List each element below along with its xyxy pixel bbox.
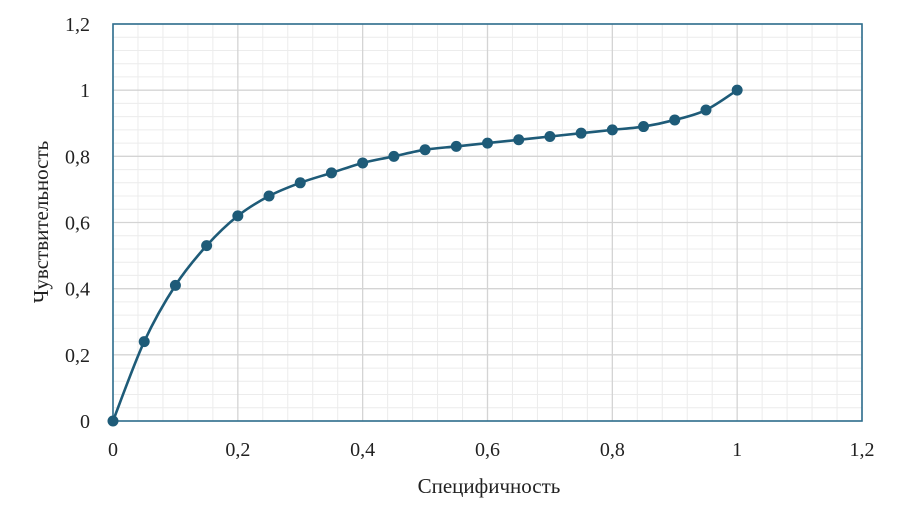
data-point <box>731 84 743 96</box>
series-line <box>111 89 738 422</box>
data-point <box>388 150 400 162</box>
y-tick-label: 0,2 <box>65 345 90 367</box>
data-point <box>232 210 244 222</box>
data-point <box>544 130 556 142</box>
x-tick-label: 0,6 <box>475 439 500 461</box>
plot-area-border <box>112 23 863 422</box>
x-tick-label: 1,2 <box>850 439 875 461</box>
y-tick-label: 0,4 <box>65 279 90 301</box>
data-point <box>419 144 431 156</box>
x-tick-label: 0,2 <box>225 439 250 461</box>
y-tick-label: 0,6 <box>65 213 90 235</box>
data-point <box>482 137 493 149</box>
x-axis-title: Специфичность <box>418 474 561 498</box>
data-point <box>513 134 525 146</box>
data-point <box>700 104 712 116</box>
data-point <box>669 114 681 126</box>
major-gridlines <box>112 23 863 422</box>
y-tick-label: 1 <box>80 80 90 102</box>
y-axis-title: Чувствительность <box>29 141 53 303</box>
data-point <box>294 177 306 189</box>
data-point <box>169 279 181 291</box>
y-tick-label: 0,8 <box>65 146 90 168</box>
data-point <box>201 240 213 252</box>
data-point <box>606 124 618 136</box>
data-point <box>638 121 650 133</box>
x-tick-label: 0,4 <box>350 439 375 461</box>
data-point <box>138 336 150 348</box>
data-points <box>107 84 743 427</box>
x-tick-label: 0,8 <box>600 439 625 461</box>
data-point <box>263 190 275 202</box>
y-tick-label: 1,2 <box>65 14 90 36</box>
y-tick-label: 0 <box>80 411 90 433</box>
data-point <box>575 127 587 139</box>
data-point <box>325 167 337 179</box>
data-point <box>450 140 462 152</box>
x-tick-label: 0 <box>108 439 118 461</box>
y-tick-labels: 0 0,2 0,4 0,6 0,8 1 1,2 <box>65 14 90 433</box>
x-tick-labels: 0 0,2 0,4 0,6 0,8 1 1,2 <box>108 439 875 461</box>
data-point <box>107 415 119 427</box>
x-tick-label: 1 <box>732 439 742 461</box>
data-point <box>357 157 369 169</box>
